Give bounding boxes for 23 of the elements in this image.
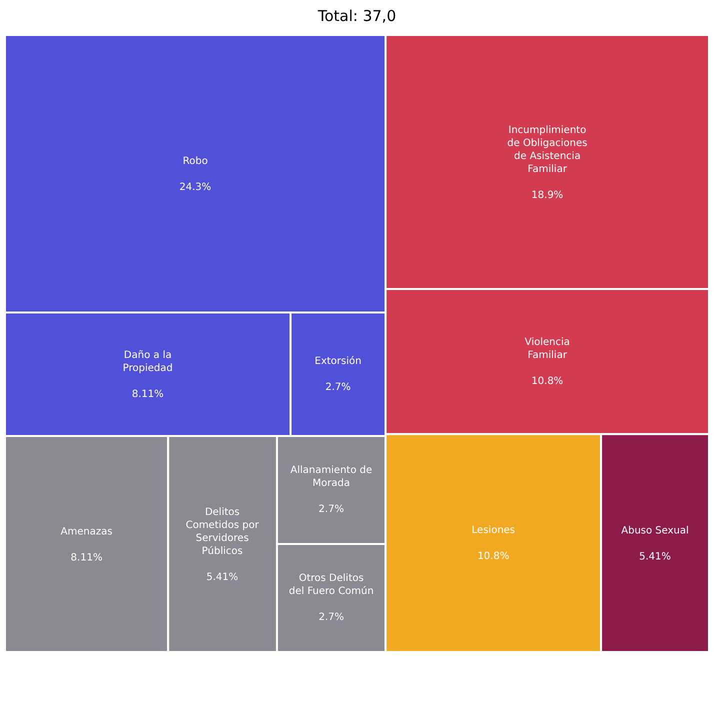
data-label: 8.11% [132, 389, 164, 400]
data-label: 24.3% [179, 182, 212, 193]
category-label: Violencia Familiar [524, 337, 570, 362]
category-label: Extorsión [314, 356, 362, 367]
data-label: 2.7% [318, 504, 344, 516]
category-label: Amenazas [60, 526, 112, 538]
data-label: 10.8% [477, 551, 510, 562]
text: Total: 37,0 [316, 7, 396, 26]
category-label: Daño a la Propiedad [122, 350, 173, 374]
data-label: 5.41% [206, 572, 238, 583]
category-label: Abuso Sexual [621, 525, 689, 536]
data-label: 18.9% [531, 190, 564, 202]
data-label: 2.7% [318, 612, 344, 624]
category-label: Lesiones [472, 525, 516, 536]
category-label: Robo [182, 156, 208, 167]
category-label: Allanamiento de Morada [290, 465, 372, 490]
category-label: Incumplimiento de Obligaciones de Asistencia Familiar [507, 125, 588, 176]
data-label: 5.41% [639, 551, 671, 562]
data-label: 8.11% [70, 552, 102, 564]
data-label: 2.7% [325, 382, 351, 393]
category-label: Delitos Cometidos por Servidores Públicos [186, 506, 260, 557]
data-label: 10.8% [531, 376, 564, 388]
category-label: Otros Delitos del Fuero Común [288, 573, 374, 598]
